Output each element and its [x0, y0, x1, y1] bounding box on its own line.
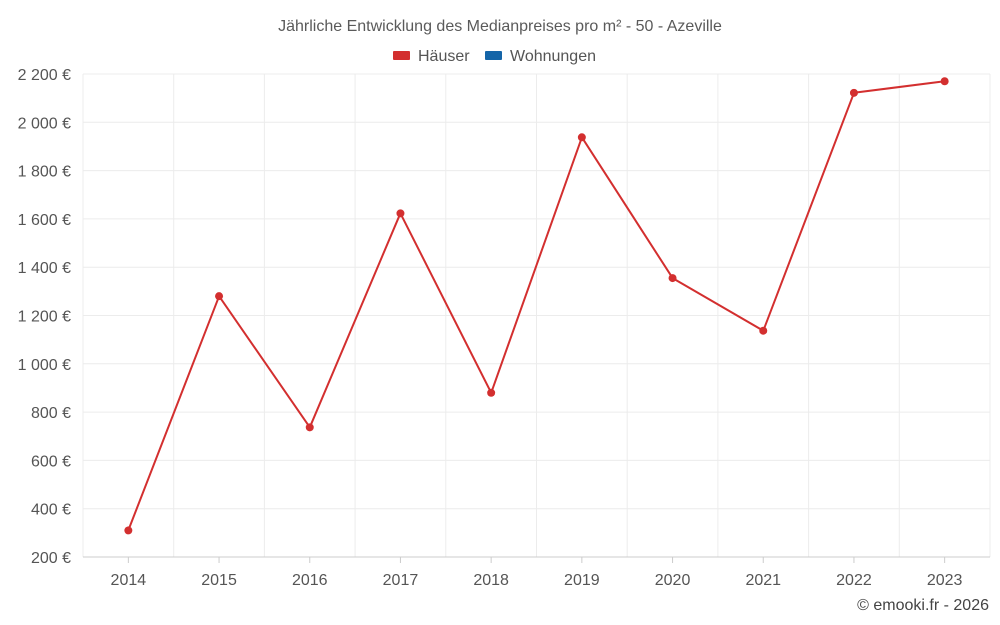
y-tick-label: 400 €: [31, 502, 71, 519]
x-tick-label: 2020: [655, 572, 691, 589]
y-tick-label: 1 200 €: [18, 309, 71, 326]
data-point[interactable]: [215, 292, 224, 301]
data-point[interactable]: [668, 274, 677, 283]
x-tick-label: 2023: [927, 572, 963, 589]
legend: Häuser Wohnungen: [393, 48, 596, 65]
x-axis-ticks: 2014 2015 2016 2017 2018 2019 2020 2021 2022 2023: [111, 557, 963, 589]
x-tick-label: 2015: [201, 572, 237, 589]
data-point[interactable]: [396, 209, 405, 218]
data-point[interactable]: [487, 388, 496, 397]
data-point[interactable]: [849, 88, 858, 97]
series-line: [127, 80, 945, 531]
y-tick-label: 800 €: [31, 405, 71, 422]
x-tick-label: 2017: [383, 572, 419, 589]
y-tick-label: 1 400 €: [18, 260, 71, 277]
x-tick-label: 2018: [473, 572, 509, 589]
credit-text: © emooki.fr - 2026: [857, 597, 989, 614]
data-point[interactable]: [124, 526, 133, 535]
x-tick-label: 2014: [111, 572, 147, 589]
data-point[interactable]: [305, 423, 314, 432]
data-point[interactable]: [759, 326, 768, 335]
y-axis-ticks: 200 € 400 € 600 € 800 € 1 000 € 1 200 € 1 400 …: [18, 67, 71, 567]
y-tick-label: 1 600 €: [18, 212, 71, 229]
y-tick-label: 2 000 €: [18, 115, 71, 132]
legend-swatch-apartments: [485, 51, 502, 60]
legend-swatch-houses: [393, 51, 410, 60]
y-tick-label: 600 €: [31, 453, 71, 470]
chart-title: Jährliche Entwicklung des Medianpreises …: [278, 18, 722, 35]
data-point[interactable]: [940, 77, 949, 86]
data-point[interactable]: [577, 133, 586, 142]
y-tick-label: 2 200 €: [18, 67, 71, 84]
legend-label-houses: Häuser: [418, 48, 470, 65]
y-tick-label: 1 000 €: [18, 357, 71, 374]
y-tick-label: 200 €: [31, 550, 71, 567]
x-tick-label: 2019: [564, 572, 600, 589]
x-tick-label: 2021: [745, 572, 781, 589]
x-tick-label: 2022: [836, 572, 872, 589]
legend-label-apartments: Wohnungen: [510, 48, 596, 65]
legend-item-houses[interactable]: Häuser: [393, 48, 470, 65]
y-tick-label: 1 800 €: [18, 164, 71, 181]
legend-item-apartments[interactable]: Wohnungen: [485, 48, 596, 65]
x-gridlines: [82, 74, 991, 557]
series-houses: [124, 77, 949, 535]
x-tick-label: 2016: [292, 572, 328, 589]
